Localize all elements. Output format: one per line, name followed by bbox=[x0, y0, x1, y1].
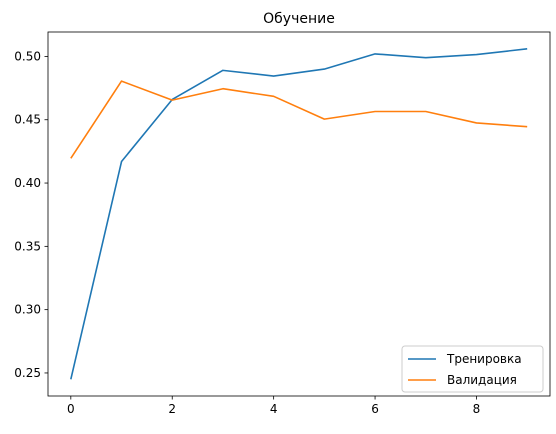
y-axis: 0.25 0.30 0.35 0.40 0.45 0.50 bbox=[14, 49, 48, 380]
chart-title: Обучение bbox=[263, 11, 335, 27]
y-tick-label: 0.45 bbox=[14, 113, 41, 127]
validation-line bbox=[70, 80, 528, 159]
legend-label-val: Валидация bbox=[447, 373, 517, 387]
x-tick-label: 0 bbox=[67, 402, 75, 416]
plot-area bbox=[47, 31, 551, 397]
y-tick-label: 0.50 bbox=[14, 49, 41, 63]
y-tick-label: 0.35 bbox=[14, 239, 41, 253]
x-axis: 0 2 4 6 8 bbox=[67, 396, 480, 416]
series-layer bbox=[70, 48, 528, 380]
train-line bbox=[70, 48, 528, 380]
y-tick-label: 0.25 bbox=[14, 366, 41, 380]
x-tick-label: 2 bbox=[168, 402, 176, 416]
y-tick-label: 0.30 bbox=[14, 303, 41, 317]
y-tick-label: 0.40 bbox=[14, 176, 41, 190]
x-tick-label: 6 bbox=[371, 402, 379, 416]
legend-label-train: Тренировка bbox=[446, 352, 522, 366]
legend-box bbox=[401, 345, 544, 393]
legend: Тренировка Валидация bbox=[401, 345, 544, 393]
x-tick-label: 4 bbox=[270, 402, 278, 416]
x-tick-label: 8 bbox=[473, 402, 481, 416]
